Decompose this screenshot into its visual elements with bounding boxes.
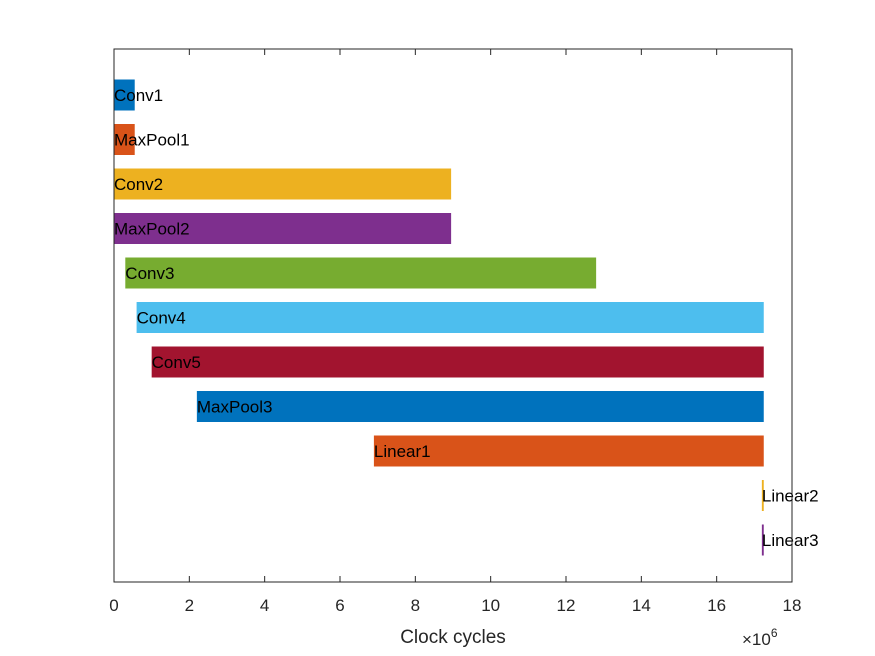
bar-labels-group: Conv1 MaxPool1 Conv2 MaxPool2 Conv3 Conv4 Conv… <box>114 86 819 550</box>
bar-conv4 <box>136 302 764 333</box>
x-tick-label: 14 <box>632 596 651 615</box>
bar-label-linear2: Linear2 <box>762 487 819 506</box>
bar-linear2 <box>761 480 764 511</box>
x-tick-label: 18 <box>783 596 802 615</box>
bar-label-maxpool2: MaxPool2 <box>114 220 190 239</box>
bar-linear1 <box>373 435 764 467</box>
x-tick-label: 16 <box>707 596 726 615</box>
x-tick-label: 4 <box>260 596 269 615</box>
bar-label-conv2: Conv2 <box>114 175 163 194</box>
bar-conv2 <box>114 168 452 200</box>
bar-conv1 <box>114 79 135 111</box>
x-tick-label: 0 <box>109 596 118 615</box>
x-axis-exponent: ×106 <box>742 626 778 649</box>
x-tick-label: 2 <box>185 596 194 615</box>
bar-conv3 <box>125 257 597 289</box>
bar-maxpool3 <box>196 391 764 422</box>
x-axis-ticks <box>113 49 793 582</box>
bar-label-linear1: Linear1 <box>374 442 431 461</box>
x-tick-label: 10 <box>481 596 500 615</box>
x-axis-exponent-power: 6 <box>771 626 778 640</box>
bar-label-conv5: Conv5 <box>152 353 201 372</box>
bar-label-conv4: Conv4 <box>137 309 186 328</box>
bar-maxpool1 <box>114 124 135 155</box>
bar-label-maxpool3: MaxPool3 <box>197 398 273 417</box>
x-tick-label: 12 <box>557 596 576 615</box>
bar-conv5 <box>151 346 764 378</box>
bar-label-maxpool1: MaxPool1 <box>114 131 190 150</box>
x-axis-exponent-base: ×10 <box>742 630 771 649</box>
x-tick-label: 6 <box>335 596 344 615</box>
bars-group <box>114 79 764 556</box>
x-tick-label: 8 <box>411 596 420 615</box>
plot-frame <box>113 48 793 583</box>
x-axis-tick-labels: 0 2 4 6 8 10 12 14 16 18 <box>109 596 801 615</box>
bar-label-linear3: Linear3 <box>762 531 819 550</box>
bar-maxpool2 <box>114 213 452 244</box>
x-axis-label: Clock cycles <box>400 627 506 648</box>
bar-label-conv3: Conv3 <box>125 264 174 283</box>
bar-linear3 <box>761 524 764 556</box>
bar-label-conv1: Conv1 <box>114 86 163 105</box>
